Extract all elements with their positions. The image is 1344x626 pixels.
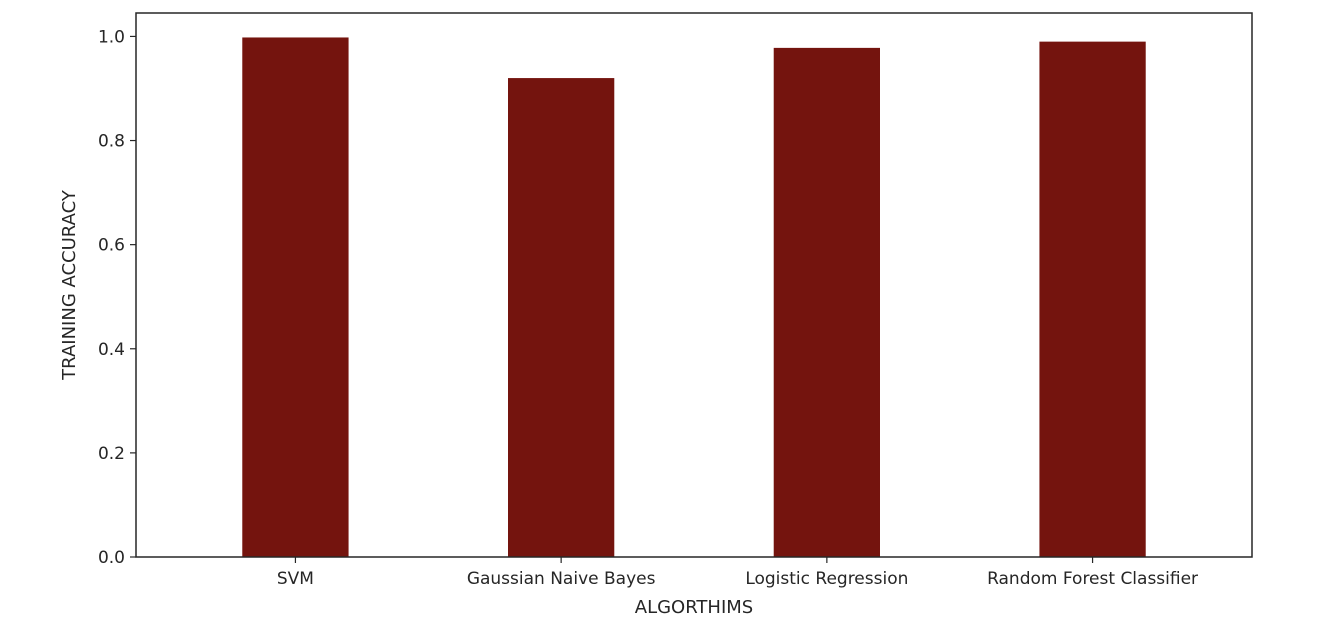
y-tick-label-2: 0.4 (98, 340, 125, 360)
y-tick-label-4: 0.8 (98, 132, 125, 152)
x-tick-label-1: Gaussian Naive Bayes (467, 569, 656, 589)
y-axis-label: TRAINING ACCURACY (59, 189, 80, 381)
y-tick-label-0: 0.0 (98, 548, 125, 568)
x-axis-label: ALGORTHIMS (635, 597, 753, 618)
plot-frame (135, 12, 1253, 558)
y-tick-label-3: 0.6 (98, 236, 125, 256)
bar-2 (773, 47, 880, 557)
y-tick-label-5: 1.0 (98, 27, 125, 47)
x-tick-label-0: SVM (277, 569, 314, 589)
x-tick-label-3: Random Forest Classifier (987, 569, 1198, 589)
bar-1 (508, 78, 615, 557)
bar-3 (1039, 41, 1146, 557)
bar-0 (242, 37, 349, 558)
x-tick-label-2: Logistic Regression (745, 569, 908, 589)
bars-group (242, 37, 1146, 558)
x-ticks-group: SVM Gaussian Naive Bayes Logistic Regressi… (277, 557, 1198, 589)
y-ticks-group: 0.0 0.2 0.4 0.6 0.8 1.0 (98, 27, 136, 568)
y-tick-label-1: 0.2 (98, 444, 125, 464)
